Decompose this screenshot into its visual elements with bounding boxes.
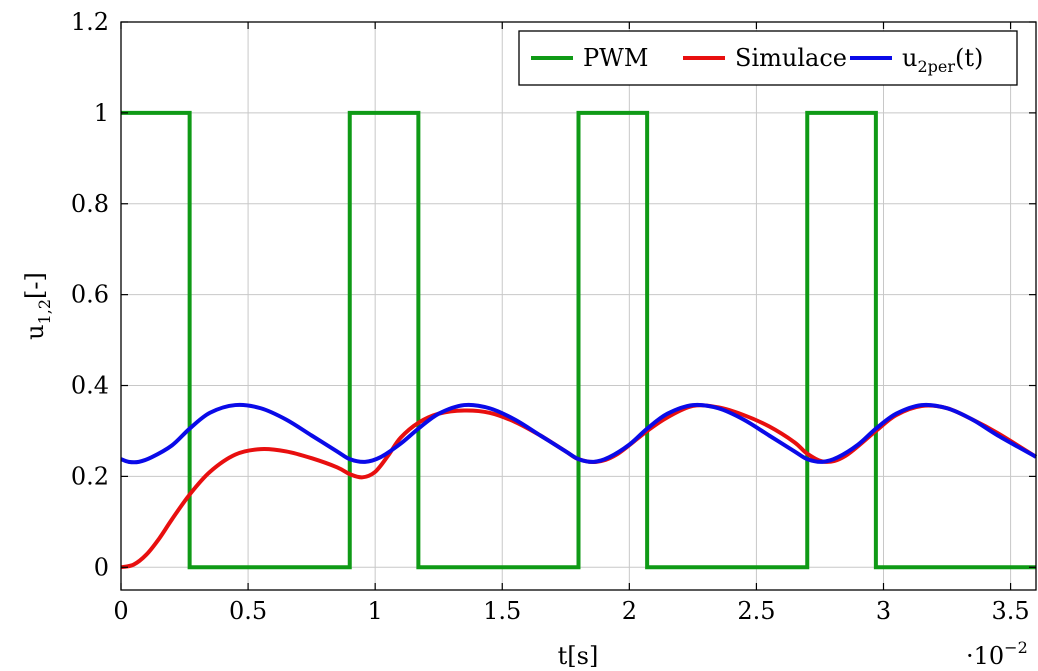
y-tick-label: 0.8 [71, 190, 109, 218]
x-multiplier-exponent: −2 [1004, 638, 1028, 657]
y-tick-label: 0.2 [71, 462, 109, 490]
legend-label-u2per-sub: 2per [917, 57, 955, 76]
x-tick-label: 3.5 [991, 597, 1029, 625]
y-tick-label: 1 [94, 99, 109, 127]
legend-label-u2per-main: u [902, 44, 917, 72]
tick-labels: 0 0.5 1 1.5 2 2.5 3 3.5 0 0.2 0.4 0.6 0.8 1 1.2 [71, 8, 1030, 625]
x-tick-label: 1 [368, 597, 383, 625]
y-tick-label: 1.2 [71, 8, 109, 36]
y-axis-label-unit: [-] [21, 272, 49, 299]
x-tick-label: 2.5 [737, 597, 775, 625]
legend-label-u2per-tail: (t) [955, 44, 983, 72]
legend-label-u2per: u2per(t) [902, 44, 983, 76]
x-tick-label: 1.5 [483, 597, 521, 625]
x-tick-label: 2 [622, 597, 637, 625]
x-tick-label: 0.5 [229, 597, 267, 625]
legend: PWM Simulace u2per(t) [518, 30, 1018, 86]
x-axis-label: t[s] [558, 642, 599, 670]
y-tick-label: 0 [94, 553, 109, 581]
x-multiplier-base: ·10 [966, 642, 1004, 670]
series-group [120, 110, 1038, 570]
y-axis-label-sub: 1,2 [35, 299, 54, 324]
legend-box [518, 30, 1018, 86]
ticks [120, 21, 1036, 590]
x-axis-multiplier: ·10−2 [966, 638, 1028, 670]
series-line-u2per-t [120, 402, 1037, 465]
legend-label-simulace: Simulace [735, 44, 847, 72]
plot-frame [120, 21, 1037, 591]
y-axis-label-main: u [21, 324, 49, 339]
x-tick-label: 3 [876, 597, 891, 625]
series-line-pwm [121, 110, 1036, 570]
y-tick-label: 0.6 [71, 281, 109, 309]
y-axis-label: u1,2[-] [21, 272, 54, 340]
legend-label-pwm: PWM [583, 44, 648, 72]
x-tick-label: 0 [113, 597, 128, 625]
y-tick-label: 0.4 [71, 372, 109, 400]
